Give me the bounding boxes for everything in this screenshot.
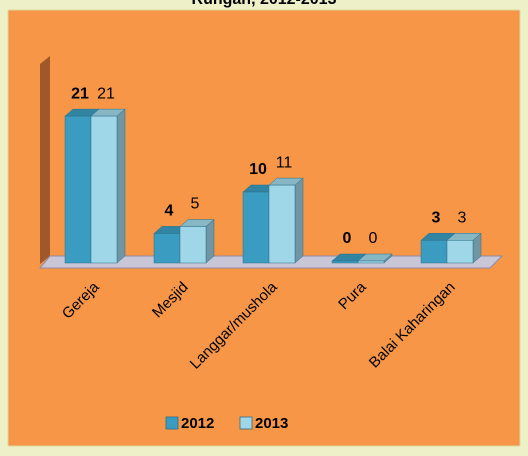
data-label: 21: [97, 85, 115, 102]
bar-front: [331, 260, 359, 264]
data-label: 3: [458, 210, 467, 227]
bar-front: [357, 260, 385, 264]
back-wall: [40, 56, 50, 264]
legend-swatch: [239, 416, 253, 430]
chart-title: Rungan, 2012-2013: [192, 0, 337, 8]
bar-side: [205, 218, 215, 264]
data-label: 10: [249, 161, 267, 178]
bar: [90, 108, 126, 264]
legend-label: 2012: [181, 415, 214, 432]
bar-front: [446, 240, 474, 264]
bar-side: [116, 108, 126, 264]
legend-label: 2013: [255, 415, 288, 432]
bar: [179, 218, 215, 264]
data-label: 5: [191, 196, 200, 213]
data-label: 0: [369, 230, 378, 247]
bar-side: [294, 177, 304, 264]
bar-front: [179, 226, 207, 264]
data-label: 0: [343, 230, 352, 247]
bar: [446, 232, 482, 264]
bar-front: [420, 240, 448, 264]
bar: [268, 177, 304, 264]
data-label: 11: [276, 154, 293, 171]
bar-front: [90, 115, 118, 264]
data-label: 4: [165, 203, 174, 220]
bar-front: [268, 184, 296, 264]
bar-front: [64, 115, 92, 264]
data-label: 3: [432, 210, 441, 227]
bar: [357, 253, 393, 264]
data-label: 21: [71, 85, 89, 102]
bar-front: [242, 191, 270, 264]
legend-swatch: [165, 416, 179, 430]
bar-front: [153, 233, 181, 264]
